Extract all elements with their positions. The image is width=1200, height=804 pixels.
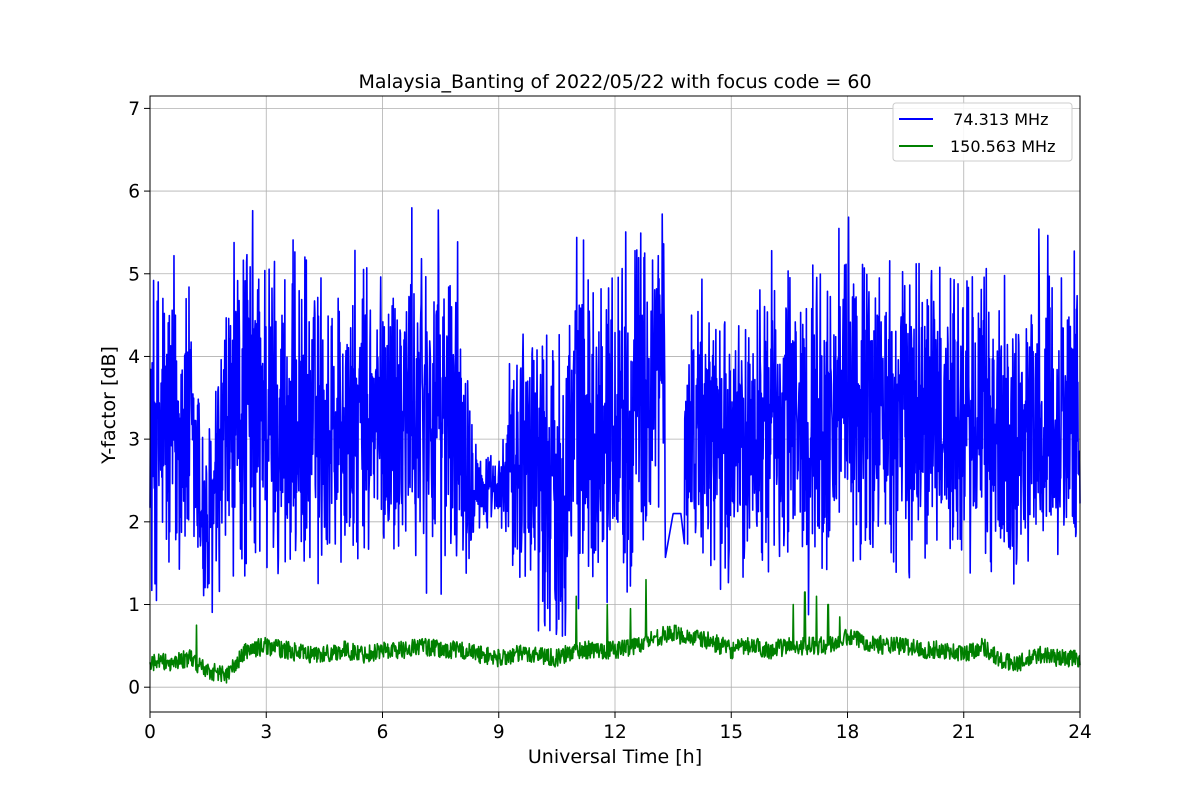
y-tick-label: 5 [128,264,140,285]
y-tick-label: 0 [128,678,140,699]
x-tick-label: 0 [144,722,156,743]
x-tick-label: 6 [377,722,389,743]
legend: 74.313 MHz 150.563 MHz [892,102,1073,162]
y-tick-label: 1 [128,595,140,616]
x-axis-title: Universal Time [h] [528,746,702,768]
y-tick-label: 7 [128,99,140,120]
x-tick-label: 12 [603,722,627,743]
y-tick-label: 4 [128,347,140,368]
y-tick-label: 6 [128,182,140,203]
chart-title: Malaysia_Banting of 2022/05/22 with focu… [358,71,871,93]
series-layer [149,206,1081,684]
y-tick-label: 3 [128,430,140,451]
legend-label-74mhz: 74.313 MHz [943,110,1048,129]
y-tick-label: 2 [128,512,140,533]
x-tick-label: 15 [719,722,743,743]
series-line-150mhz [149,578,1081,684]
x-tick-label: 9 [493,722,505,743]
x-tick-label: 18 [836,722,860,743]
legend-label-150mhz: 150.563 MHz [950,137,1055,156]
x-tick-label: 24 [1068,722,1092,743]
y-axis-title: Y-factor [dB] [98,346,120,465]
legend-box [892,102,1073,162]
x-tick-label: 3 [260,722,272,743]
series-line-74mhz [149,206,1081,637]
x-tick-label: 21 [952,722,976,743]
